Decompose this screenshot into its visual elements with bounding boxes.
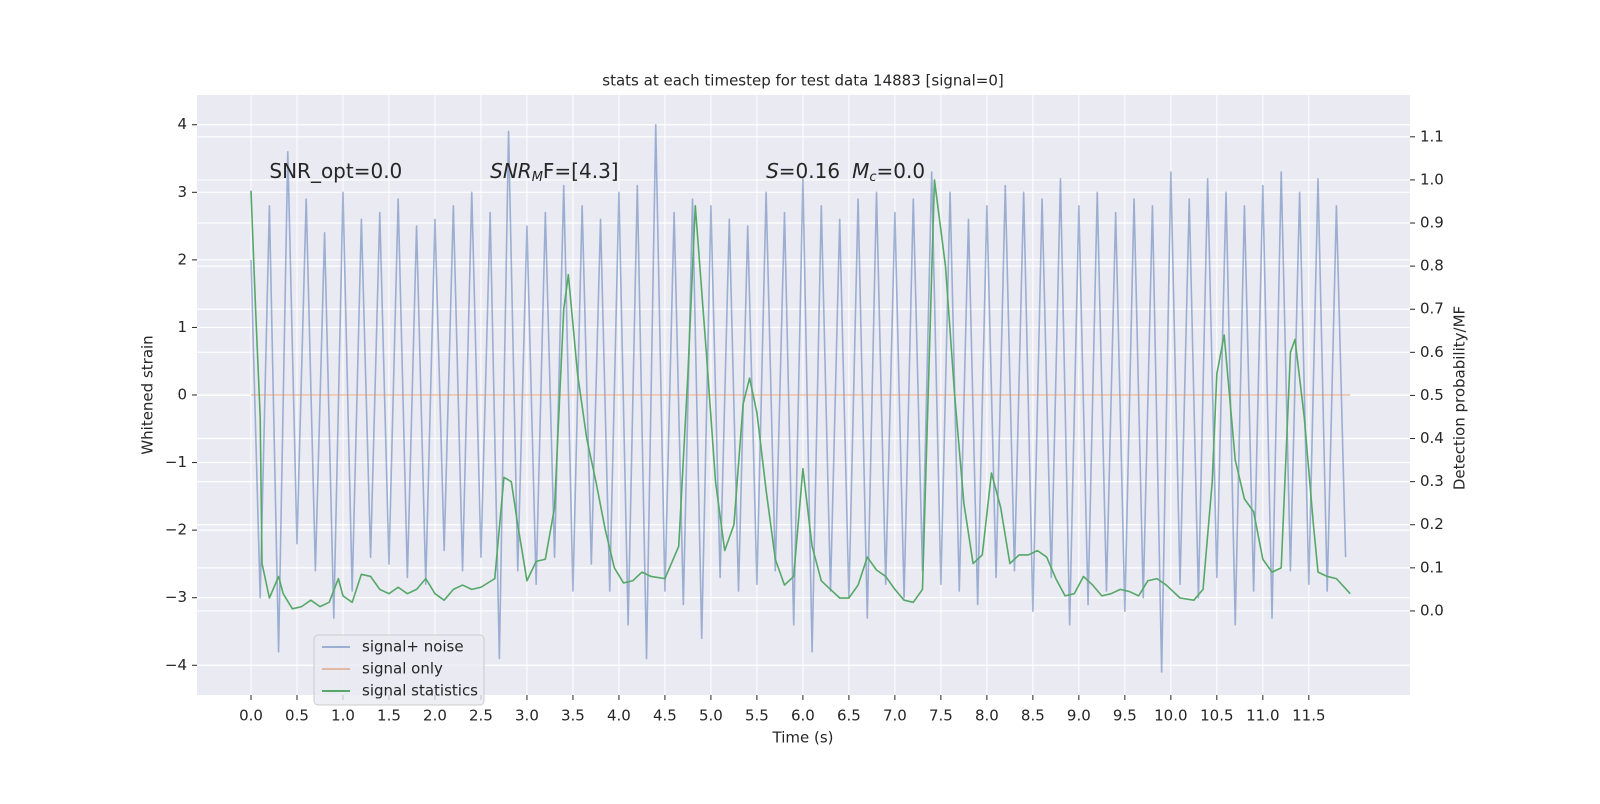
y2-tick-label: 0.4 [1420,429,1444,447]
x-tick-label: 11.0 [1246,707,1279,725]
y2-tick-label: 0.8 [1420,257,1444,275]
legend-label: signal statistics [362,682,478,700]
y2-tick-label: 0.0 [1420,601,1444,619]
y-tick-label: −4 [165,656,187,674]
annotation-part: SNR_opt=0.0 [269,159,402,183]
annotation-part: S [766,159,779,183]
y2-tick-label: 0.2 [1420,515,1444,533]
annotation-part: M [532,170,543,185]
x-tick-label: 3.0 [515,707,539,725]
x-tick-label: 0.5 [285,707,309,725]
x-tick-label: 11.5 [1292,707,1325,725]
chart-title: stats at each timestep for test data 148… [602,72,1003,90]
x-tick-label: 9.5 [1113,707,1137,725]
y2-tick-label: 0.1 [1420,558,1444,576]
annotation-part: F=[4.3] [543,159,619,183]
y-tick-label: −1 [165,453,187,471]
y2-axis-label: Detection probability/MF [1451,306,1469,490]
annotation: S=0.16 Mc=0.0 [766,159,925,185]
annotation-part: SNR [490,159,532,183]
x-tick-label: 8.0 [975,707,999,725]
y-axis-label: Whitened strain [139,335,157,454]
y2-tick-label: 0.6 [1420,343,1444,361]
annotation-part: M [852,159,869,183]
annotation: SNR_opt=0.0 [269,159,402,183]
x-tick-label: 10.5 [1200,707,1233,725]
annotation-part: =0.16 [779,159,840,183]
x-tick-label: 7.5 [929,707,953,725]
legend-label: signal only [362,660,443,678]
y-tick-label: 4 [177,115,187,133]
legend-box [313,634,485,706]
x-tick-label: 6.0 [791,707,815,725]
x-tick-label: 8.5 [1021,707,1045,725]
y-tick-label: 3 [177,183,187,201]
x-tick-label: 2.5 [469,707,493,725]
y2-tick-label: 0.3 [1420,472,1444,490]
annotation: SNRMF=[4.3] [490,159,618,185]
y2-tick-label: 1.0 [1420,170,1444,188]
y2-tick-label: 0.5 [1420,386,1444,404]
legend-label: signal+ noise [362,638,464,656]
y2-tick-label: 0.7 [1420,300,1444,318]
x-tick-label: 3.5 [561,707,585,725]
annotation-part: c [869,170,876,185]
x-tick-label: 9.0 [1067,707,1091,725]
x-tick-label: 5.0 [699,707,723,725]
x-tick-label: 1.0 [331,707,355,725]
x-tick-label: 5.5 [745,707,769,725]
x-tick-label: 1.5 [377,707,401,725]
y-tick-label: −2 [165,521,187,539]
x-tick-label: 4.5 [653,707,677,725]
y-tick-label: −3 [165,588,187,606]
series-line [250,179,1351,610]
y2-tick-label: 1.1 [1420,127,1444,145]
x-tick-label: 10.0 [1154,707,1187,725]
series-line [250,123,1347,673]
x-tick-label: 4.0 [607,707,631,725]
y-tick-label: 0 [177,386,187,404]
y2-tick-label: 0.9 [1420,214,1444,232]
y-tick-label: 1 [177,318,187,336]
annotation-part: =0.0 [877,159,926,183]
y-tick-label: 2 [177,250,187,268]
x-tick-label: 2.0 [423,707,447,725]
x-tick-label: 6.5 [837,707,861,725]
x-tick-label: 7.0 [883,707,907,725]
x-tick-label: 0.0 [239,707,263,725]
x-axis-label: Time (s) [772,729,834,747]
